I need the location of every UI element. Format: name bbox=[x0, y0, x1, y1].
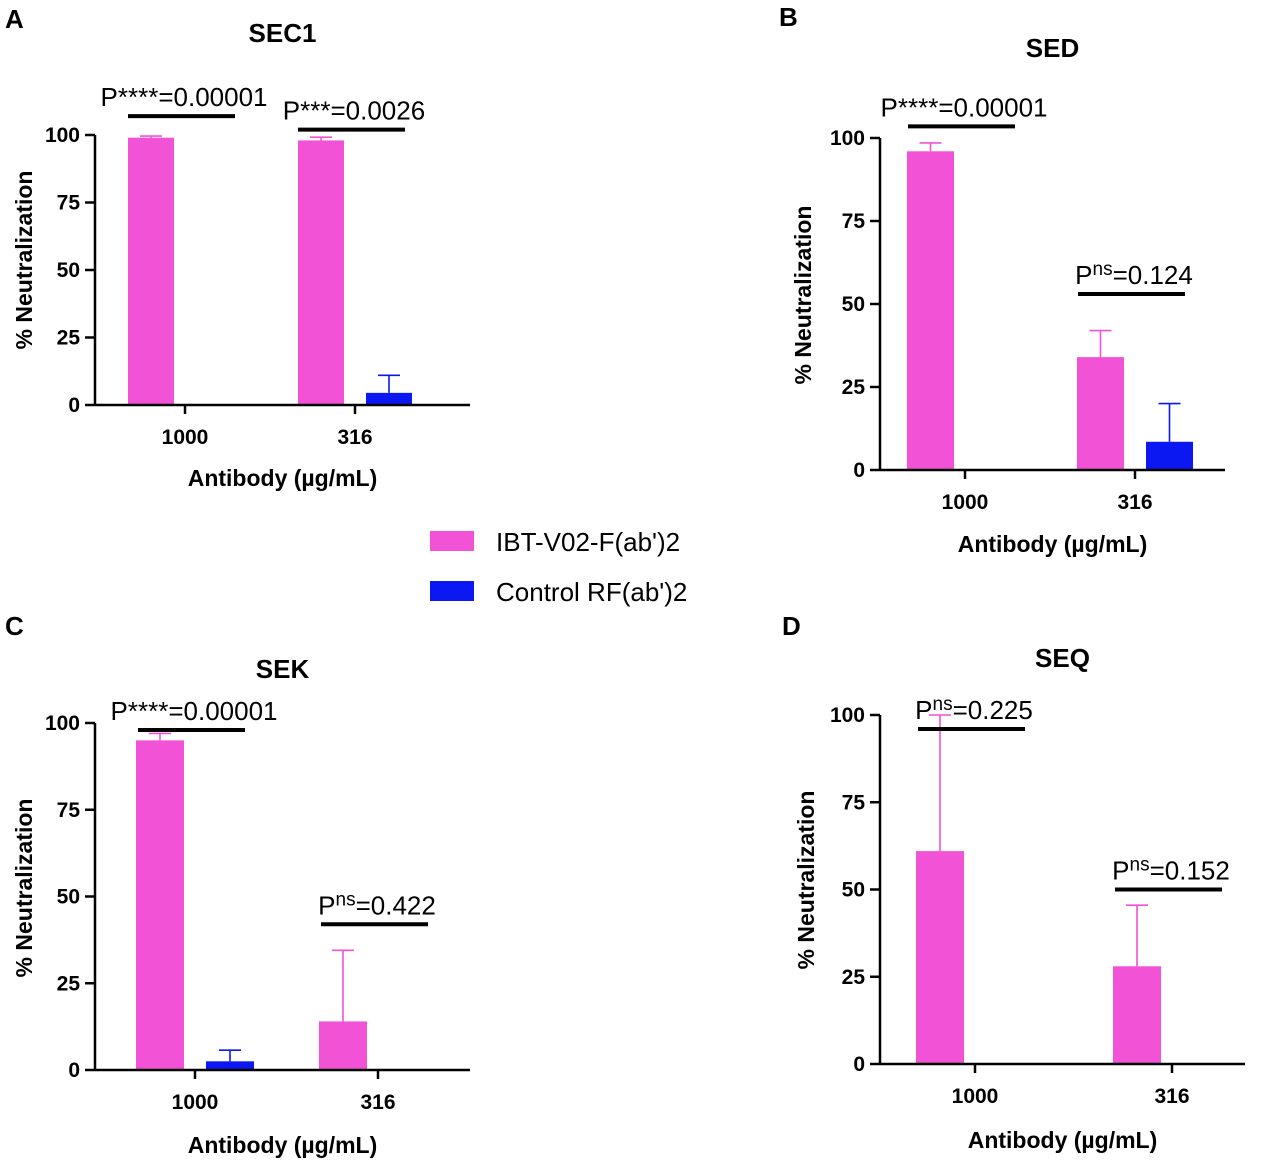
panel-letter: C bbox=[5, 611, 24, 641]
chart-title: SEK bbox=[256, 654, 310, 684]
bar bbox=[916, 851, 964, 1064]
x-tick-label: 1000 bbox=[952, 1085, 999, 1108]
y-tick-label: 75 bbox=[842, 210, 866, 233]
bar bbox=[128, 137, 174, 405]
y-tick-label: 50 bbox=[842, 879, 865, 902]
significance-label: P****=0.00001 bbox=[101, 82, 268, 112]
y-tick-label: 25 bbox=[57, 327, 81, 350]
x-tick-label: 316 bbox=[1117, 491, 1152, 514]
y-tick-label: 0 bbox=[853, 459, 865, 482]
x-axis-label: Antibody (µg/mL) bbox=[968, 1127, 1158, 1153]
y-tick-label: 25 bbox=[842, 966, 866, 989]
bar bbox=[206, 1061, 254, 1070]
y-axis-label: % Neutralization bbox=[790, 206, 816, 385]
significance-label: Pns=0.225 bbox=[915, 694, 1033, 725]
x-tick-label: 1000 bbox=[172, 1091, 219, 1114]
x-tick-label: 1000 bbox=[162, 426, 209, 449]
legend-label: IBT-V02-F(ab')2 bbox=[496, 527, 680, 557]
chart-title: SEC1 bbox=[249, 18, 317, 48]
panel-C: C SEK 0 25 50 75 100 1000 316 Antibody (µg/mL) % N… bbox=[5, 611, 470, 1158]
bar bbox=[1077, 357, 1124, 470]
legend-swatch bbox=[430, 531, 474, 551]
significance-label: Pns=0.422 bbox=[318, 889, 436, 920]
panel-A: A SEC1 0 25 50 75 100 1000 316 Antibody (µg/mL) % … bbox=[5, 4, 470, 491]
panel-letter: A bbox=[5, 4, 24, 34]
significance-label: P****=0.00001 bbox=[881, 92, 1048, 122]
y-axis-label: % Neutralization bbox=[793, 791, 819, 970]
panel-letter: D bbox=[782, 611, 801, 641]
legend-label: Control RF(ab')2 bbox=[496, 577, 687, 607]
x-axis-label: Antibody (µg/mL) bbox=[958, 531, 1148, 557]
chart-title: SEQ bbox=[1035, 643, 1090, 673]
x-axis-label: Antibody (µg/mL) bbox=[188, 465, 378, 491]
bar bbox=[136, 740, 184, 1070]
x-tick-label: 316 bbox=[360, 1091, 395, 1114]
y-tick-label: 100 bbox=[830, 704, 865, 727]
significance-label: Pns=0.152 bbox=[1112, 855, 1230, 886]
y-tick-label: 25 bbox=[57, 972, 81, 995]
significance-label: Pns=0.124 bbox=[1075, 259, 1193, 290]
bar bbox=[319, 1021, 367, 1070]
bar bbox=[298, 140, 344, 405]
y-tick-label: 50 bbox=[57, 886, 80, 909]
y-tick-label: 100 bbox=[45, 124, 80, 147]
y-tick-label: 25 bbox=[842, 376, 866, 399]
x-tick-label: 316 bbox=[337, 426, 372, 449]
bar bbox=[1113, 966, 1161, 1064]
x-tick-label: 1000 bbox=[942, 491, 989, 514]
y-axis-label: % Neutralization bbox=[11, 799, 37, 978]
x-tick-label: 316 bbox=[1154, 1085, 1189, 1108]
panel-B: B SED 0 25 50 75 100 1000 316 Antibody (µg/mL) % N… bbox=[779, 2, 1225, 557]
legend: IBT-V02-F(ab')2 Control RF(ab')2 bbox=[430, 527, 687, 607]
x-axis-label: Antibody (µg/mL) bbox=[188, 1132, 378, 1158]
bar bbox=[1146, 441, 1193, 470]
y-tick-label: 0 bbox=[68, 394, 80, 417]
panel-letter: B bbox=[779, 2, 798, 32]
bar bbox=[907, 151, 954, 470]
significance-label: P***=0.0026 bbox=[283, 96, 425, 126]
y-axis-label: % Neutralization bbox=[11, 171, 37, 350]
chart-title: SED bbox=[1026, 33, 1079, 63]
y-tick-label: 75 bbox=[57, 192, 81, 215]
y-tick-label: 75 bbox=[842, 791, 866, 814]
y-tick-label: 100 bbox=[45, 712, 80, 735]
legend-swatch bbox=[430, 581, 474, 601]
y-tick-label: 50 bbox=[57, 259, 80, 282]
panel-D: D SEQ 0 25 50 75 100 1000 316 Antibody (µg/mL) % N… bbox=[782, 611, 1245, 1153]
y-tick-label: 75 bbox=[57, 799, 81, 822]
significance-label: P****=0.00001 bbox=[111, 696, 278, 726]
y-tick-label: 0 bbox=[853, 1053, 865, 1076]
y-tick-label: 100 bbox=[830, 127, 865, 150]
y-tick-label: 50 bbox=[842, 293, 865, 316]
y-tick-label: 0 bbox=[68, 1059, 80, 1082]
bar bbox=[366, 392, 412, 405]
